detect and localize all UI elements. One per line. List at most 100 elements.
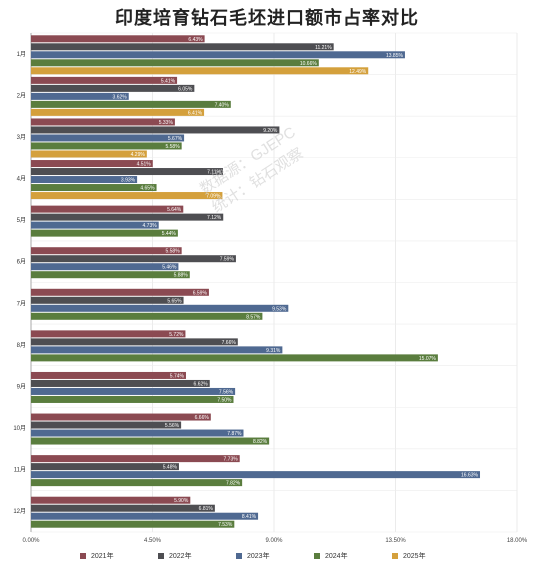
legend-item: 2021年 (80, 548, 158, 564)
bar (31, 35, 205, 43)
bar (31, 496, 191, 504)
category-label: 4月 (17, 176, 26, 183)
bar-value-label: 7.11% (207, 170, 221, 176)
legend-item: 2024年 (314, 548, 392, 564)
bar-value-label: 9.20% (263, 128, 278, 134)
x-tick-label: 13.50% (385, 538, 406, 544)
bar-value-label: 8.57% (246, 314, 261, 320)
bar (31, 255, 236, 263)
bar-value-label: 4.29% (131, 152, 146, 158)
bar-value-label: 6.41% (188, 110, 203, 116)
x-tick-label: 4.50% (144, 538, 162, 544)
bar-value-label: 7.09% (206, 194, 221, 200)
bar (31, 205, 184, 213)
bar-value-label: 5.58% (165, 144, 180, 150)
bar (31, 118, 175, 126)
x-tick-label: 9.00% (265, 538, 283, 544)
bar (31, 134, 185, 142)
bar (31, 184, 157, 192)
category-label: 8月 (17, 342, 26, 349)
legend-label: 2024年 (325, 553, 348, 560)
bar (31, 192, 223, 200)
bar (31, 108, 205, 116)
bar (31, 304, 289, 312)
bar-value-label: 12.49% (349, 69, 367, 75)
bar-value-label: 10.66% (300, 61, 318, 67)
bar-value-label: 3.62% (113, 94, 128, 100)
bar-value-label: 5.46% (162, 265, 177, 271)
bar-value-label: 5.64% (167, 207, 182, 213)
bar-value-label: 6.81% (199, 506, 214, 512)
bar (31, 455, 240, 463)
bar-value-label: 5.65% (167, 298, 182, 304)
bar (31, 168, 223, 176)
legend-swatch (314, 553, 320, 559)
bar-value-label: 7.73% (224, 457, 239, 463)
legend-swatch (158, 553, 164, 559)
bar-value-label: 11.21% (315, 45, 332, 51)
bar (31, 387, 236, 395)
bar (31, 338, 238, 346)
chart-legend: 2021年 2022年 2023年 2024年 2025年 (80, 548, 520, 564)
bar-value-label: 4.65% (140, 186, 155, 192)
bar (31, 160, 153, 168)
bar (31, 92, 129, 100)
bar (31, 330, 186, 338)
category-label: 1月 (17, 51, 26, 58)
bar (31, 421, 182, 429)
bar-value-label: 5.41% (161, 78, 176, 84)
bar (31, 221, 159, 229)
bar (31, 67, 369, 75)
category-label: 7月 (17, 300, 26, 307)
bar-value-label: 8.82% (253, 439, 268, 445)
x-tick-label: 0.00% (22, 538, 40, 544)
bar-value-label: 7.87% (227, 431, 242, 437)
bar (31, 479, 243, 487)
bar (31, 504, 215, 512)
bar-value-label: 7.56% (219, 389, 234, 395)
bar (31, 84, 195, 92)
chart-title: 印度培育钻石毛坯进口额市占率对比 (115, 8, 419, 28)
bar-value-label: 5.88% (174, 273, 189, 279)
bar (31, 263, 179, 271)
bar-value-label: 6.43% (188, 37, 203, 43)
bar-value-label: 7.12% (207, 215, 222, 221)
bar-value-label: 6.62% (194, 381, 209, 387)
legend-label: 2021年 (91, 553, 114, 560)
bar (31, 471, 481, 479)
bar (31, 100, 231, 108)
bar (31, 247, 182, 255)
bar-value-label: 5.58% (165, 249, 180, 255)
bar (31, 512, 259, 520)
bar-value-label: 6.05% (178, 86, 193, 92)
bar (31, 395, 234, 403)
bar (31, 76, 178, 84)
legend-swatch (80, 553, 86, 559)
bar-value-label: 7.59% (220, 257, 235, 263)
legend-item: 2025年 (392, 548, 470, 564)
bar-value-label: 6.66% (195, 415, 210, 421)
bar (31, 429, 244, 437)
legend-label: 2022年 (169, 553, 192, 560)
legend-swatch (236, 553, 242, 559)
bar-value-label: 5.90% (174, 498, 189, 504)
bar (31, 213, 224, 221)
bar-value-label: 5.33% (159, 120, 174, 126)
bar (31, 437, 270, 445)
bar-value-label: 7.53% (218, 522, 233, 528)
bar (31, 126, 280, 134)
legend-label: 2023年 (247, 553, 270, 560)
bar (31, 520, 235, 528)
bar-value-label: 5.72% (169, 332, 184, 338)
legend-label: 2025年 (403, 553, 426, 560)
bar-value-label: 5.67% (168, 136, 183, 142)
bar (31, 463, 179, 471)
bar-value-label: 15.07% (419, 356, 437, 362)
category-label: 5月 (17, 217, 26, 224)
bar-value-label: 5.48% (163, 465, 178, 471)
bar (31, 288, 209, 296)
bar-value-label: 9.31% (266, 348, 281, 354)
bar-value-label: 7.66% (222, 340, 237, 346)
category-label: 10月 (13, 425, 26, 432)
bar-value-label: 3.93% (121, 178, 136, 184)
